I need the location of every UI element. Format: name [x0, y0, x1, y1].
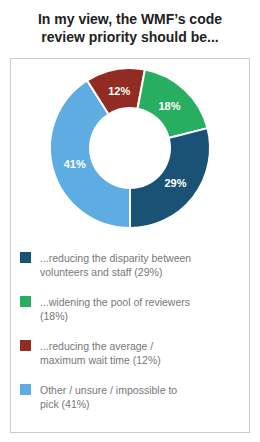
- legend-entry: ...widening the pool of reviewers (18%): [20, 296, 190, 322]
- legend-entry: Other / unsure / impossible to pick (41%): [20, 384, 177, 410]
- title: In my view, the WMF’s code review priorit…: [38, 11, 222, 45]
- chart: In my view, the WMF’s code review priorit…: [0, 0, 260, 442]
- data-label: 29%: [164, 177, 186, 189]
- legend-label: Other / unsure / impossible to pick (41%): [40, 384, 177, 410]
- legend-label-line: Other / unsure / impossible to: [40, 384, 177, 396]
- legend-swatch: [20, 296, 31, 307]
- data-label: 18%: [158, 100, 180, 112]
- legend-label-line: maximum wait time (12%): [40, 354, 161, 366]
- legend-label: ...reducing the disparity between volunte…: [40, 252, 191, 278]
- legend-swatch: [20, 384, 31, 395]
- legend-label-line: ...widening the pool of reviewers: [40, 296, 190, 308]
- title-line: review priority should be...: [41, 29, 218, 45]
- legend-swatch: [20, 252, 31, 263]
- panel-frame: [11, 59, 250, 433]
- legend-swatch: [20, 340, 31, 351]
- legend-label-line: pick (41%): [40, 398, 90, 410]
- data-label: 41%: [64, 158, 86, 170]
- legend-label-line: volunteers and staff (29%): [40, 266, 162, 278]
- legend-label-line: ...reducing the disparity between: [40, 252, 191, 264]
- data-label: 12%: [108, 85, 130, 97]
- slice: [137, 69, 207, 138]
- slice: [130, 128, 210, 228]
- slice: [87, 68, 145, 114]
- title-line: In my view, the WMF’s code: [38, 11, 222, 27]
- legend-label: ...reducing the average / maximum wait ti…: [40, 340, 161, 366]
- legend-entry: ...reducing the disparity between volunte…: [20, 252, 191, 278]
- legend-label-line: ...reducing the average /: [40, 340, 153, 352]
- donut: 41% 12% 18% 29%: [50, 68, 210, 228]
- legend-label-line: (18%): [40, 310, 68, 322]
- legend-entry: ...reducing the average / maximum wait ti…: [20, 340, 161, 366]
- legend-label: ...widening the pool of reviewers (18%): [40, 296, 190, 322]
- legend: ...reducing the disparity between volunte…: [20, 252, 191, 410]
